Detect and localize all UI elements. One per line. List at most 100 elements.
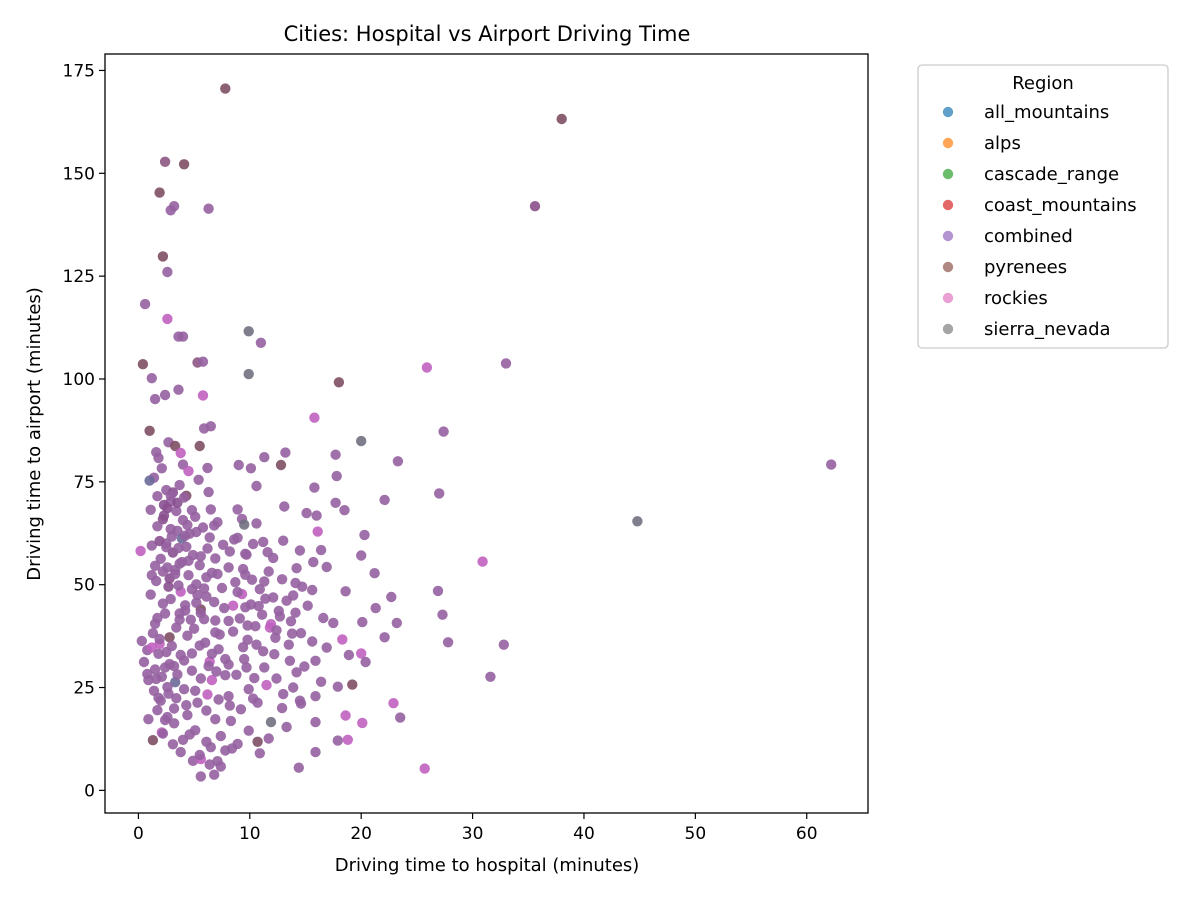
x-tick-label: 60 (796, 824, 818, 844)
data-point (356, 648, 367, 659)
data-points (135, 83, 837, 782)
data-point (194, 440, 205, 452)
data-point (826, 459, 837, 470)
data-point (330, 449, 341, 460)
data-point (178, 655, 190, 666)
data-point (187, 755, 199, 766)
data-point (337, 634, 348, 645)
data-point (288, 682, 299, 693)
data-point (170, 677, 181, 688)
data-point (154, 535, 165, 547)
data-point (310, 716, 321, 728)
data-point (186, 665, 198, 676)
data-point (340, 710, 351, 721)
data-point (261, 679, 272, 691)
data-point (166, 640, 177, 652)
data-point (153, 452, 164, 464)
data-point (149, 393, 161, 405)
data-point (310, 746, 321, 758)
data-point (152, 705, 163, 716)
data-point (148, 685, 160, 696)
data-point (219, 602, 230, 614)
data-point (240, 602, 251, 613)
data-point (250, 621, 261, 632)
data-point (197, 356, 209, 367)
y-tick-label: 125 (63, 267, 95, 287)
data-point (209, 596, 220, 608)
data-point (249, 672, 260, 684)
legend-marker (942, 199, 954, 211)
data-point (170, 568, 181, 580)
data-point (437, 609, 448, 620)
data-point (421, 362, 433, 373)
data-point (165, 205, 176, 216)
data-point (210, 553, 221, 564)
data-point (215, 730, 226, 742)
x-tick-label: 0 (133, 824, 144, 844)
data-point (275, 459, 287, 471)
data-point (246, 574, 258, 585)
data-point (203, 486, 214, 498)
x-tick-label: 40 (573, 824, 595, 844)
data-point (254, 748, 265, 759)
data-point (164, 632, 175, 643)
data-point (200, 637, 211, 648)
chart-title: Cities: Hospital vs Airport Driving Time (284, 22, 691, 46)
y-tick-label: 175 (63, 61, 95, 81)
data-point (197, 522, 209, 533)
data-point (232, 586, 243, 598)
data-point (136, 635, 147, 647)
data-point (195, 607, 206, 619)
data-point (159, 608, 171, 619)
data-point (291, 563, 302, 574)
data-point (392, 456, 404, 467)
legend-marker (942, 137, 954, 149)
data-point (339, 505, 350, 516)
data-point (293, 762, 304, 773)
data-point (210, 714, 221, 725)
y-tick-label: 25 (73, 679, 95, 699)
data-point (232, 532, 243, 543)
data-point (247, 538, 259, 550)
data-point (187, 549, 199, 561)
data-point (186, 584, 198, 595)
data-point (271, 673, 282, 684)
data-point (159, 156, 171, 167)
data-point (167, 739, 179, 750)
data-point (198, 423, 210, 434)
data-point (356, 550, 367, 561)
data-point (217, 539, 229, 550)
data-point (243, 326, 254, 337)
data-point (162, 313, 173, 325)
data-point (224, 546, 235, 557)
data-point (388, 698, 399, 709)
data-point (203, 660, 214, 672)
data-point (230, 577, 241, 588)
data-point (369, 568, 380, 579)
data-point (253, 600, 264, 612)
data-point (145, 504, 156, 515)
data-point (149, 618, 161, 629)
data-point (321, 561, 332, 573)
data-point (183, 465, 194, 477)
data-point (147, 735, 159, 746)
data-point (163, 581, 174, 592)
data-point (315, 544, 327, 556)
data-point (318, 612, 329, 624)
data-point (175, 746, 186, 758)
x-axis-ticks: 0 10 20 30 40 50 60 (133, 813, 818, 844)
data-point (301, 507, 312, 519)
y-tick-label: 75 (73, 473, 95, 493)
data-point (356, 435, 367, 447)
legend-label: coast_mountains (984, 195, 1137, 216)
data-point (177, 331, 189, 342)
data-point (310, 655, 321, 666)
data-point (146, 373, 157, 384)
data-point (395, 712, 406, 723)
y-tick-label: 50 (73, 576, 95, 596)
x-tick-label: 10 (239, 824, 261, 844)
data-point (262, 547, 273, 558)
plot-frame (104, 53, 869, 814)
data-point (328, 617, 339, 629)
